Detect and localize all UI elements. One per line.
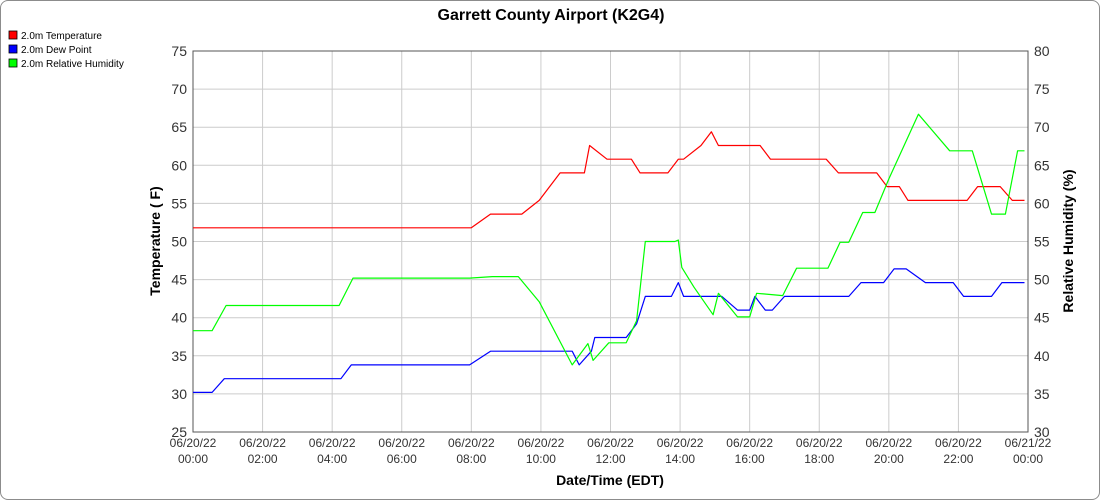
x-tick-date: 06/20/22 [170, 436, 217, 450]
series-lines [193, 113, 1025, 393]
y-tick-right: 50 [1034, 272, 1050, 288]
x-tick-date: 06/20/22 [796, 436, 843, 450]
y-axis-right-label: Relative Humidity (%) [1060, 169, 1076, 312]
grid [192, 50, 1029, 433]
y-tick-right: 75 [1034, 81, 1050, 97]
y-tick-left: 65 [171, 119, 187, 135]
x-tick-time: 00:00 [178, 452, 208, 466]
x-tick-time: 06:00 [387, 452, 417, 466]
x-tick-time: 16:00 [735, 452, 765, 466]
x-tick-date: 06/20/22 [726, 436, 773, 450]
x-tick-date: 06/20/22 [865, 436, 912, 450]
x-tick-date: 06/21/22 [1005, 436, 1052, 450]
x-tick-time: 12:00 [595, 452, 625, 466]
x-axis-label: Date/Time (EDT) [556, 472, 664, 488]
y-tick-right: 40 [1034, 348, 1050, 364]
x-tick-date: 06/20/22 [518, 436, 565, 450]
x-tick-time: 04:00 [317, 452, 347, 466]
x-tick-time: 02:00 [248, 452, 278, 466]
y-tick-left: 50 [171, 234, 187, 250]
y-tick-left: 30 [171, 386, 187, 402]
y-axis-left: 25 30 35 40 45 50 55 60 65 70 75 [171, 43, 187, 440]
plot-area [192, 50, 1029, 433]
series-line-2-0m-temperature [193, 131, 1025, 229]
y-tick-right: 60 [1034, 195, 1050, 211]
x-tick-time: 22:00 [943, 452, 973, 466]
y-tick-left: 75 [171, 43, 187, 59]
y-tick-left: 35 [171, 348, 187, 364]
series-line-2-0m-relative-humidity [193, 113, 1025, 366]
x-tick-date: 06/20/22 [309, 436, 356, 450]
legend-label-2-0m-temperature: 2.0m Temperature [21, 31, 102, 42]
y-tick-right: 80 [1034, 43, 1050, 59]
y-tick-right: 45 [1034, 310, 1050, 326]
y-tick-left: 55 [171, 195, 187, 211]
y-tick-right: 65 [1034, 157, 1050, 173]
legend-swatch-2-0m-relative-humidity [8, 58, 18, 68]
chart-title: Garrett County Airport (K2G4) [438, 7, 665, 24]
x-tick-time: 18:00 [804, 452, 834, 466]
y-tick-right: 35 [1034, 386, 1050, 402]
y-tick-right: 30 [1034, 424, 1050, 440]
y-axis-right: 30 35 40 45 50 55 60 65 70 75 80 [1034, 43, 1050, 440]
y-tick-right: 70 [1034, 119, 1050, 135]
x-axis: 06/20/22 00:00 06/20/22 02:00 06/20/22 04:00 0… [170, 436, 1052, 466]
series-line-2-0m-dew-point [193, 268, 1025, 393]
x-tick-date: 06/20/22 [657, 436, 704, 450]
x-tick-date: 06/20/22 [239, 436, 286, 450]
y-tick-left: 60 [171, 157, 187, 173]
x-tick-time: 14:00 [665, 452, 695, 466]
legend-label-2-0m-dew-point: 2.0m Dew Point [21, 45, 92, 56]
x-tick-time: 20:00 [874, 452, 904, 466]
y-tick-right: 55 [1034, 234, 1050, 250]
legend-swatch-2-0m-temperature [8, 30, 18, 40]
legend-label-2-0m-relative-humidity: 2.0m Relative Humidity [21, 59, 124, 70]
x-tick-date: 06/20/22 [587, 436, 634, 450]
legend-swatch-2-0m-dew-point [8, 44, 18, 54]
y-axis-left-label: Temperature ( F) [147, 186, 163, 295]
y-tick-left: 40 [171, 310, 187, 326]
x-tick-date: 06/20/22 [935, 436, 982, 450]
x-tick-time: 08:00 [456, 452, 486, 466]
x-tick-date: 06/20/22 [378, 436, 425, 450]
x-tick-time: 00:00 [1013, 452, 1043, 466]
y-tick-left: 70 [171, 81, 187, 97]
x-tick-time: 10:00 [526, 452, 556, 466]
legend: 2.0m Temperature 2.0m Dew Point 2.0m Relat… [8, 30, 124, 70]
y-tick-left: 25 [171, 424, 187, 440]
y-tick-left: 45 [171, 272, 187, 288]
x-tick-date: 06/20/22 [448, 436, 495, 450]
